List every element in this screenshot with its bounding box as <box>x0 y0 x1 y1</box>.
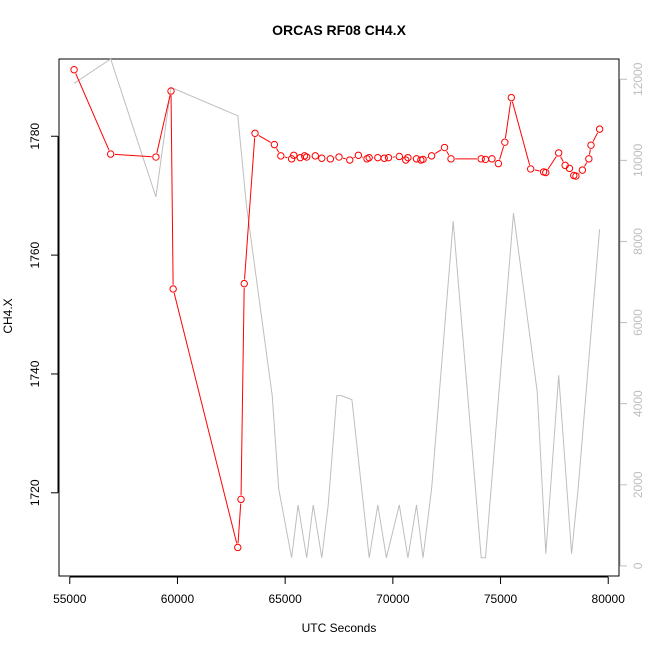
series-left-point <box>587 141 595 149</box>
series-left-point <box>318 154 326 162</box>
series-left-point <box>395 152 404 161</box>
x-tick-label: 65000 <box>268 592 302 606</box>
y2-tick-label: 4000 <box>631 390 645 417</box>
series-left-segment <box>560 156 564 162</box>
series-left-point <box>167 87 175 95</box>
series-left-point <box>501 138 509 146</box>
series-left-segment <box>170 95 174 285</box>
series-left-point <box>354 151 363 159</box>
series-left-point <box>572 172 580 180</box>
series-left-segment <box>504 101 512 139</box>
series-left-point <box>380 154 388 162</box>
series-left-point <box>447 155 455 163</box>
series-left-segment <box>276 147 280 153</box>
series-left-point <box>494 159 503 168</box>
series-left-point <box>70 65 78 74</box>
x-tick-label: 75000 <box>484 592 518 606</box>
x-tick-label: 55000 <box>53 592 87 606</box>
series-left-segment <box>511 101 531 166</box>
series-left-point <box>152 153 160 161</box>
series-left-point <box>277 152 285 160</box>
series-left-segment <box>592 132 599 142</box>
series-left-point <box>270 140 279 149</box>
series-left-segment <box>237 503 242 544</box>
series-left-point <box>290 151 298 159</box>
series-left-segment <box>589 149 591 155</box>
series-left-segment <box>156 95 171 154</box>
series-left-point <box>240 279 248 288</box>
series-left-segment <box>240 287 245 496</box>
y-axis-right: 0 2000 4000 6000 8000 10000 12000 <box>619 62 645 569</box>
series-left-segment <box>284 156 288 159</box>
series-left-segment <box>342 157 346 160</box>
series-left-point <box>488 155 496 163</box>
series-left-point <box>384 153 393 162</box>
x-axis-label: UTC Seconds <box>302 621 377 635</box>
series-left-segment <box>584 162 588 167</box>
y-tick-label: 1720 <box>28 479 42 506</box>
series-left-segment <box>534 169 540 172</box>
series-left-point <box>346 156 354 164</box>
chart-title: ORCAS RF08 CH4.X <box>272 22 406 38</box>
series-left-segment <box>114 153 152 158</box>
series-left-segment <box>499 146 505 160</box>
series-left-point <box>412 155 421 163</box>
y-axis-label: CH4.X <box>1 298 15 333</box>
series-left-point <box>404 153 412 162</box>
x-tick-label: 60000 <box>161 592 195 606</box>
x-axis: 55000 60000 65000 70000 75000 80000 <box>53 576 626 606</box>
series-left-point <box>106 150 115 158</box>
y2-tick-label: 12000 <box>631 62 645 96</box>
series-left-point <box>526 165 535 173</box>
x-tick-label: 80000 <box>592 592 626 606</box>
series-left-point <box>565 164 574 173</box>
series-left-segment <box>173 292 238 544</box>
series-left-point <box>595 125 604 133</box>
series-left-segment <box>547 156 557 170</box>
y2-tick-label: 10000 <box>631 143 645 177</box>
y2-tick-label: 8000 <box>631 228 645 255</box>
y-tick-label: 1760 <box>28 241 42 268</box>
series-left-point <box>335 153 343 161</box>
series-left-point <box>578 166 587 174</box>
series-left-point <box>326 155 335 163</box>
series-left-segment <box>75 73 110 151</box>
y-tick-label: 1740 <box>28 360 42 387</box>
series-left-point <box>477 155 485 163</box>
series-left-point <box>585 155 593 163</box>
series-left-point <box>427 152 436 160</box>
series-left-point <box>481 155 490 164</box>
series-left-point <box>311 152 320 160</box>
y2-tick-label: 2000 <box>631 471 645 498</box>
series-left-segment <box>446 150 450 156</box>
series-left-point <box>419 155 427 164</box>
series-left-point <box>287 155 296 163</box>
y2-tick-label: 6000 <box>631 309 645 336</box>
series-left-point <box>302 153 311 161</box>
series-left-segment <box>353 156 355 159</box>
x-tick-label: 70000 <box>376 592 410 606</box>
y-axis-left: 1720 1740 1760 1780 <box>28 123 59 506</box>
series-left-point <box>542 168 550 177</box>
plot-frame <box>58 58 620 577</box>
series-left-point <box>169 285 177 293</box>
series-left-point <box>554 149 563 157</box>
series-left-segment <box>258 134 272 143</box>
series-layer <box>70 58 604 559</box>
series-left-point <box>234 543 242 552</box>
series-left-point <box>365 153 373 162</box>
series-left-point <box>440 143 449 152</box>
series-left-point <box>507 93 516 102</box>
series-left-point <box>237 495 245 504</box>
series-left-point <box>251 129 259 137</box>
series-left-segment <box>434 149 442 155</box>
series-left-point <box>374 153 382 162</box>
series-right-line <box>73 58 601 559</box>
series-left-point <box>402 156 410 164</box>
y2-tick-label: 0 <box>631 562 645 569</box>
series-left-segment <box>244 137 256 280</box>
y-tick-label: 1780 <box>28 123 42 150</box>
